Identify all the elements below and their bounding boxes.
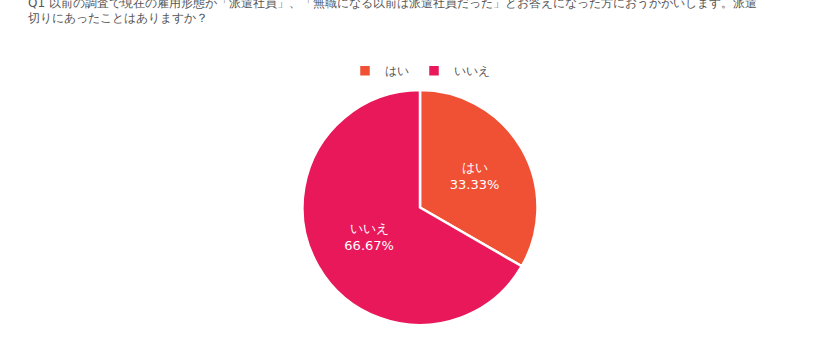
svg-text:いいえ: いいえ bbox=[454, 64, 490, 78]
svg-text:はい33.33%: はい33.33% bbox=[450, 160, 500, 192]
svg-text:Q1 以前の調査で現在の雇用形態が「派遣社員」、「無職になる: Q1 以前の調査で現在の雇用形態が「派遣社員」、「無職になる以前は派遣社員だった… bbox=[28, 0, 757, 25]
svg-text:はい: はい bbox=[385, 64, 409, 78]
svg-text:いいえ66.67%: いいえ66.67% bbox=[344, 221, 394, 253]
